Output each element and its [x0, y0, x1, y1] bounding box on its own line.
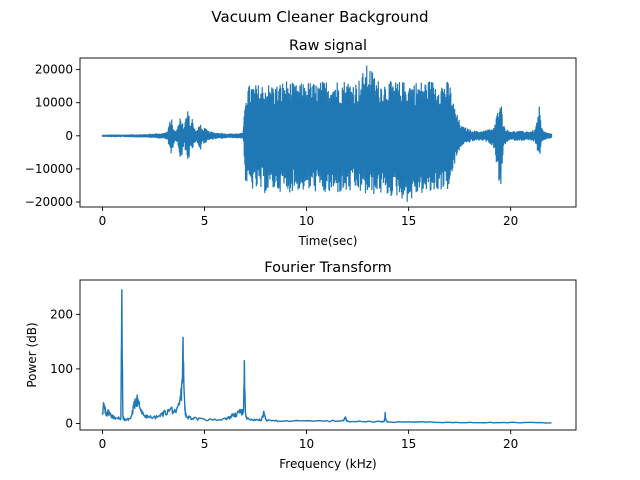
series-line-raw-signal [101, 65, 553, 202]
x-tick-label: 0 [99, 214, 107, 228]
y-tick-label: −10000 [25, 162, 73, 176]
plot-title-fourier: Fourier Transform [264, 260, 392, 276]
plot-raw-signal: Raw signal 0 5 10 15 20 −20000 −10000 0 10000 2000… [25, 38, 577, 248]
y-tick-label: 20000 [35, 63, 73, 77]
figure-title: Vacuum Cleaner Background [211, 8, 428, 26]
x-tick-label: 0 [99, 437, 107, 451]
y-axis-label-fourier: Power (dB) [25, 322, 39, 387]
y-tick-label: 100 [50, 362, 73, 376]
x-tick-label: 5 [201, 437, 209, 451]
x-tick-label: 10 [299, 437, 314, 451]
x-tick-label: 10 [299, 214, 314, 228]
x-tick-label: 20 [503, 214, 518, 228]
x-tick-label: 15 [401, 214, 416, 228]
series-line-fourier [101, 289, 552, 424]
axes-frame-raw-signal [79, 57, 577, 208]
axes-frame-fourier [79, 279, 577, 431]
x-tick-label: 5 [201, 214, 209, 228]
y-tick-label: 0 [65, 129, 73, 143]
y-tick-label: −20000 [25, 195, 73, 209]
plot-title-raw-signal: Raw signal [289, 38, 367, 54]
y-tick-label: 10000 [35, 96, 73, 110]
x-axis-label-raw-signal: Time(sec) [298, 234, 358, 248]
x-tick-label: 20 [503, 437, 518, 451]
y-tick-label: 0 [65, 416, 73, 430]
x-tick-label: 15 [401, 437, 416, 451]
y-tick-label: 200 [50, 307, 73, 321]
x-axis-label-fourier: Frequency (kHz) [279, 457, 376, 471]
